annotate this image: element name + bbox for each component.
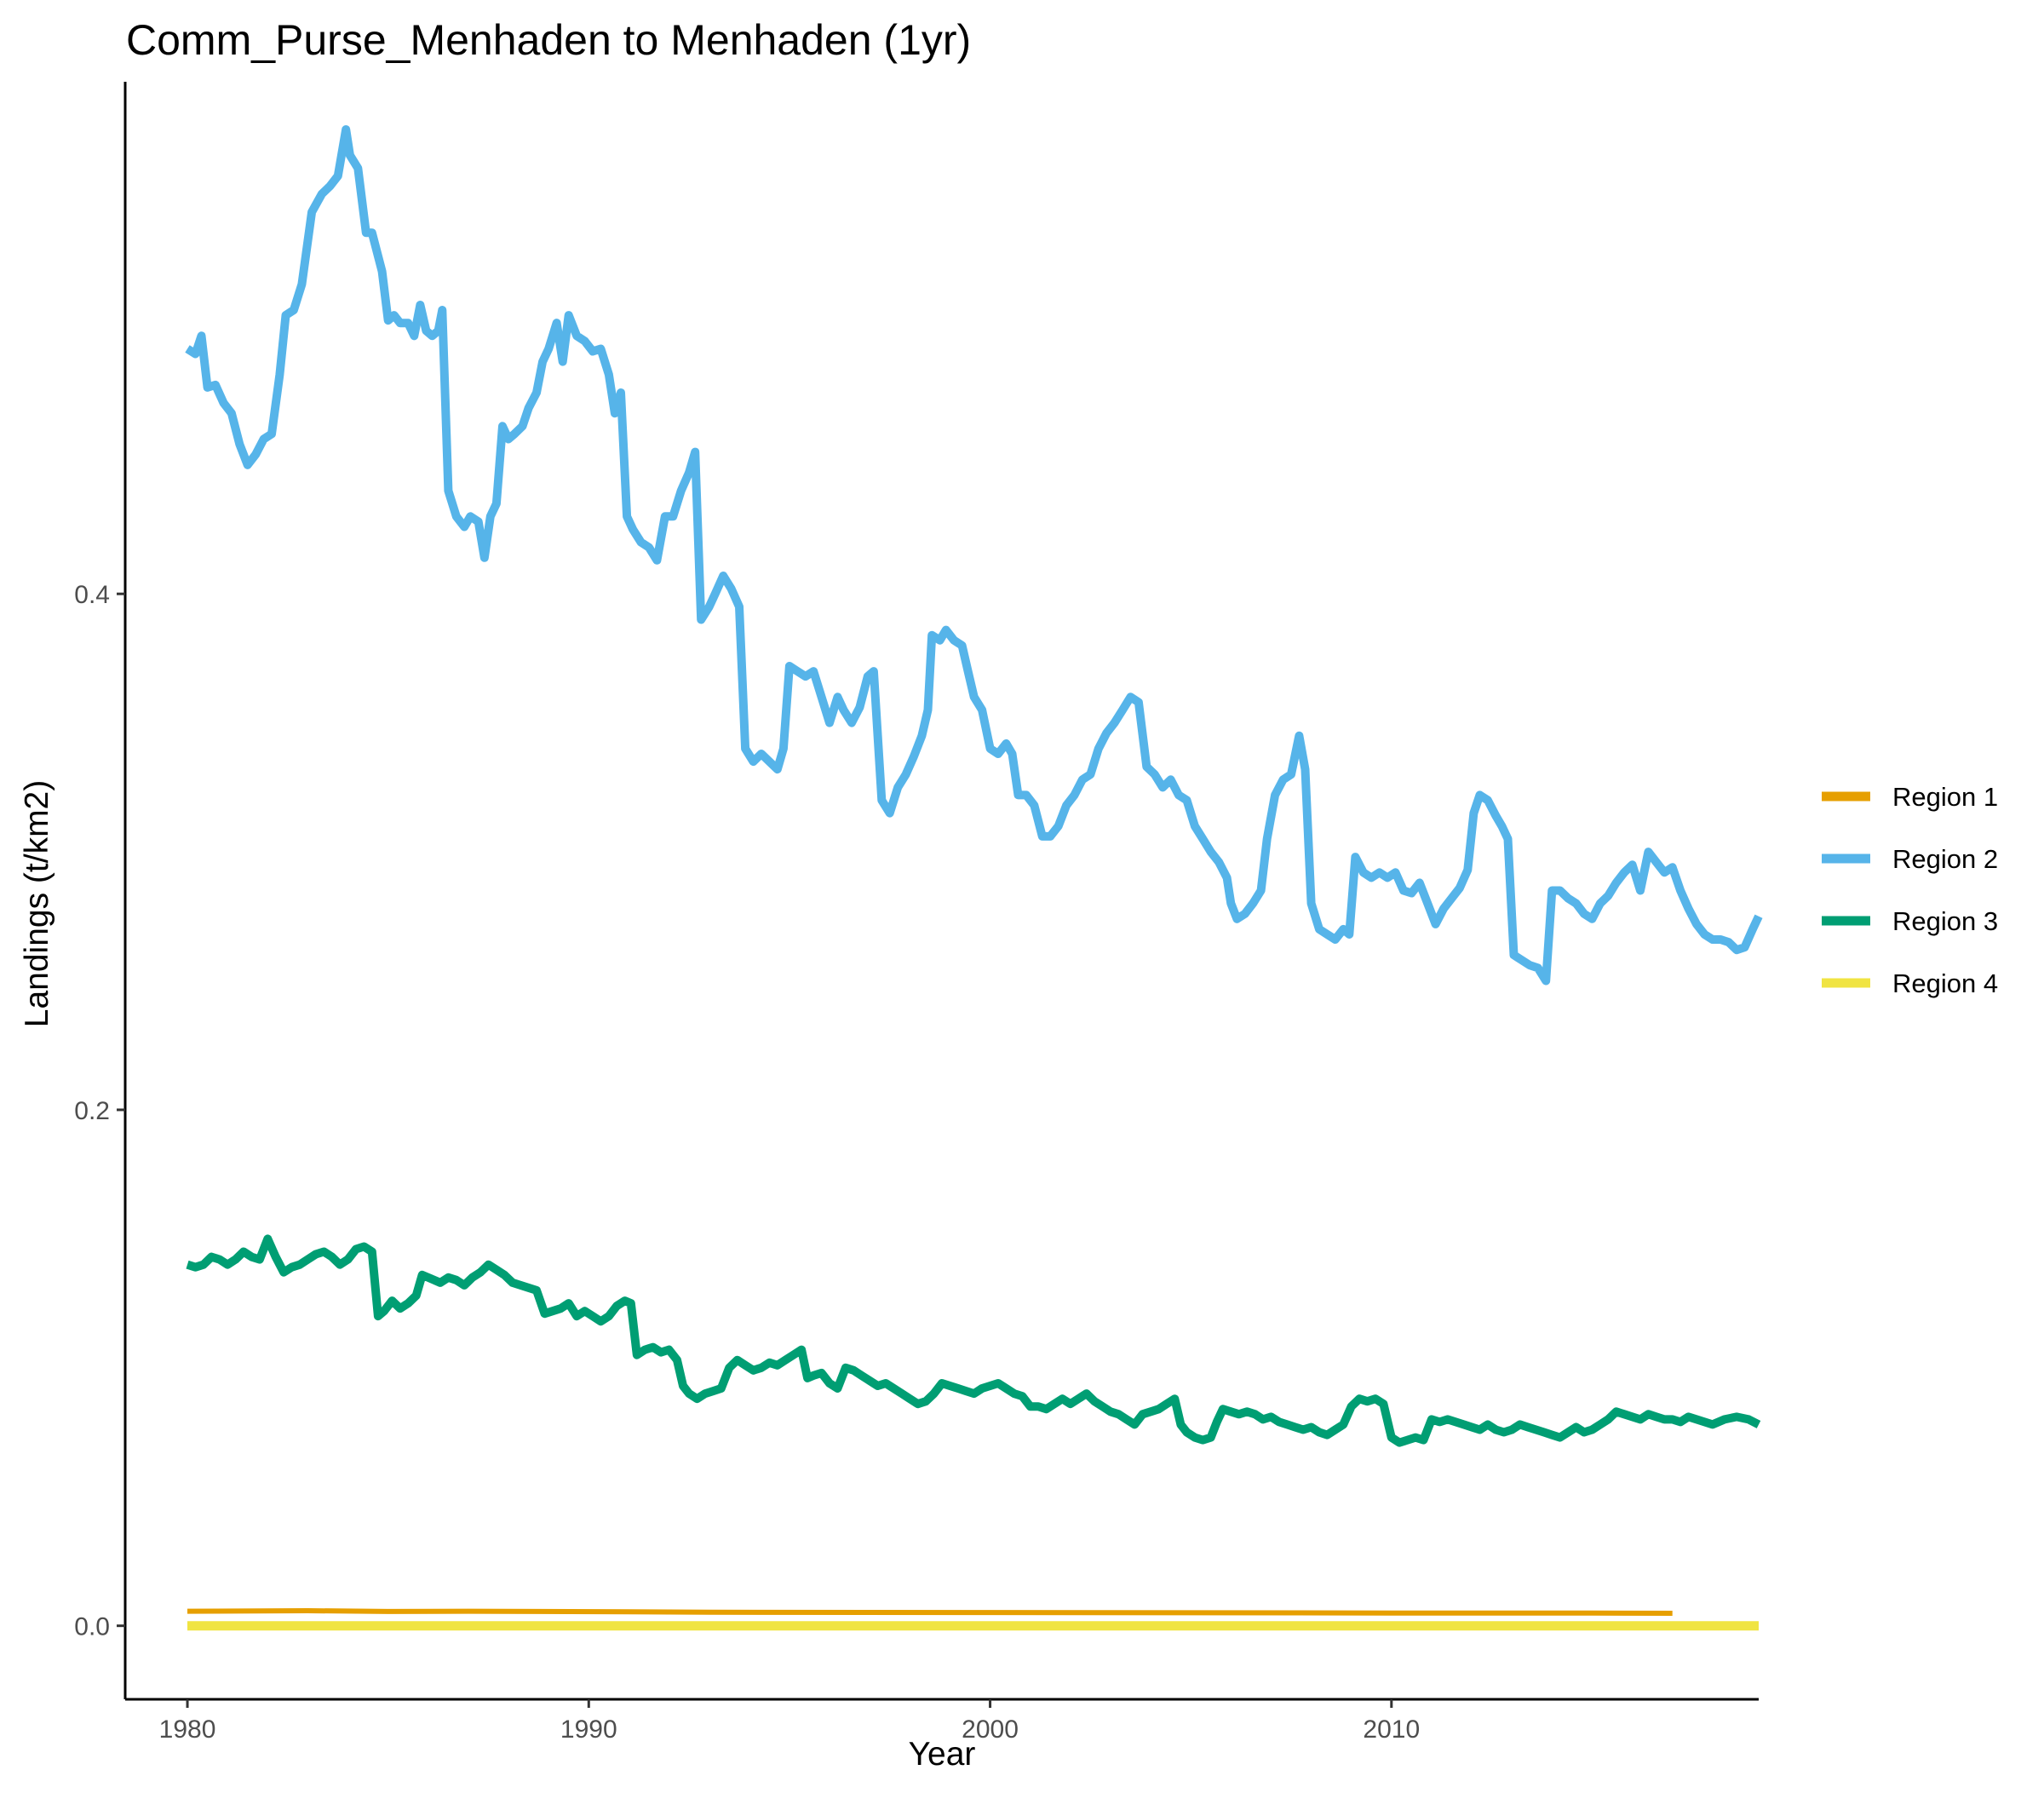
x-tick-label: 2000 <box>962 1715 1019 1744</box>
y-tick-label: 0.4 <box>74 581 110 609</box>
legend-label-region-1: Region 1 <box>1892 782 1998 812</box>
x-axis-title: Year <box>909 1736 976 1773</box>
y-tick-label: 0.2 <box>74 1097 110 1125</box>
legend-label-region-4: Region 4 <box>1892 968 1998 998</box>
x-tick-label: 1990 <box>560 1715 617 1744</box>
x-tick-label: 2010 <box>1363 1715 1420 1744</box>
series-line-region-3 <box>186 1234 1761 1447</box>
x-axis: 1980 1990 2000 2010 <box>125 1698 1759 1744</box>
plot-area <box>185 125 1763 1631</box>
legend-label-region-3: Region 3 <box>1892 906 1998 936</box>
y-axis-title: Landings (t/km2) <box>19 780 55 1027</box>
series-line-region-2 <box>185 125 1763 986</box>
legend: Region 1 Region 2 Region 3 Region 4 <box>1822 782 1998 998</box>
legend-label-region-2: Region 2 <box>1892 844 1998 874</box>
chart-title: Comm_Purse_Menhaden to Menhaden (1yr) <box>126 16 971 64</box>
y-axis: 0.0 0.2 0.4 <box>74 82 127 1699</box>
y-tick-label: 0.0 <box>74 1613 110 1641</box>
series-line-region-1 <box>187 1608 1673 1616</box>
x-tick-label: 1980 <box>159 1715 216 1744</box>
